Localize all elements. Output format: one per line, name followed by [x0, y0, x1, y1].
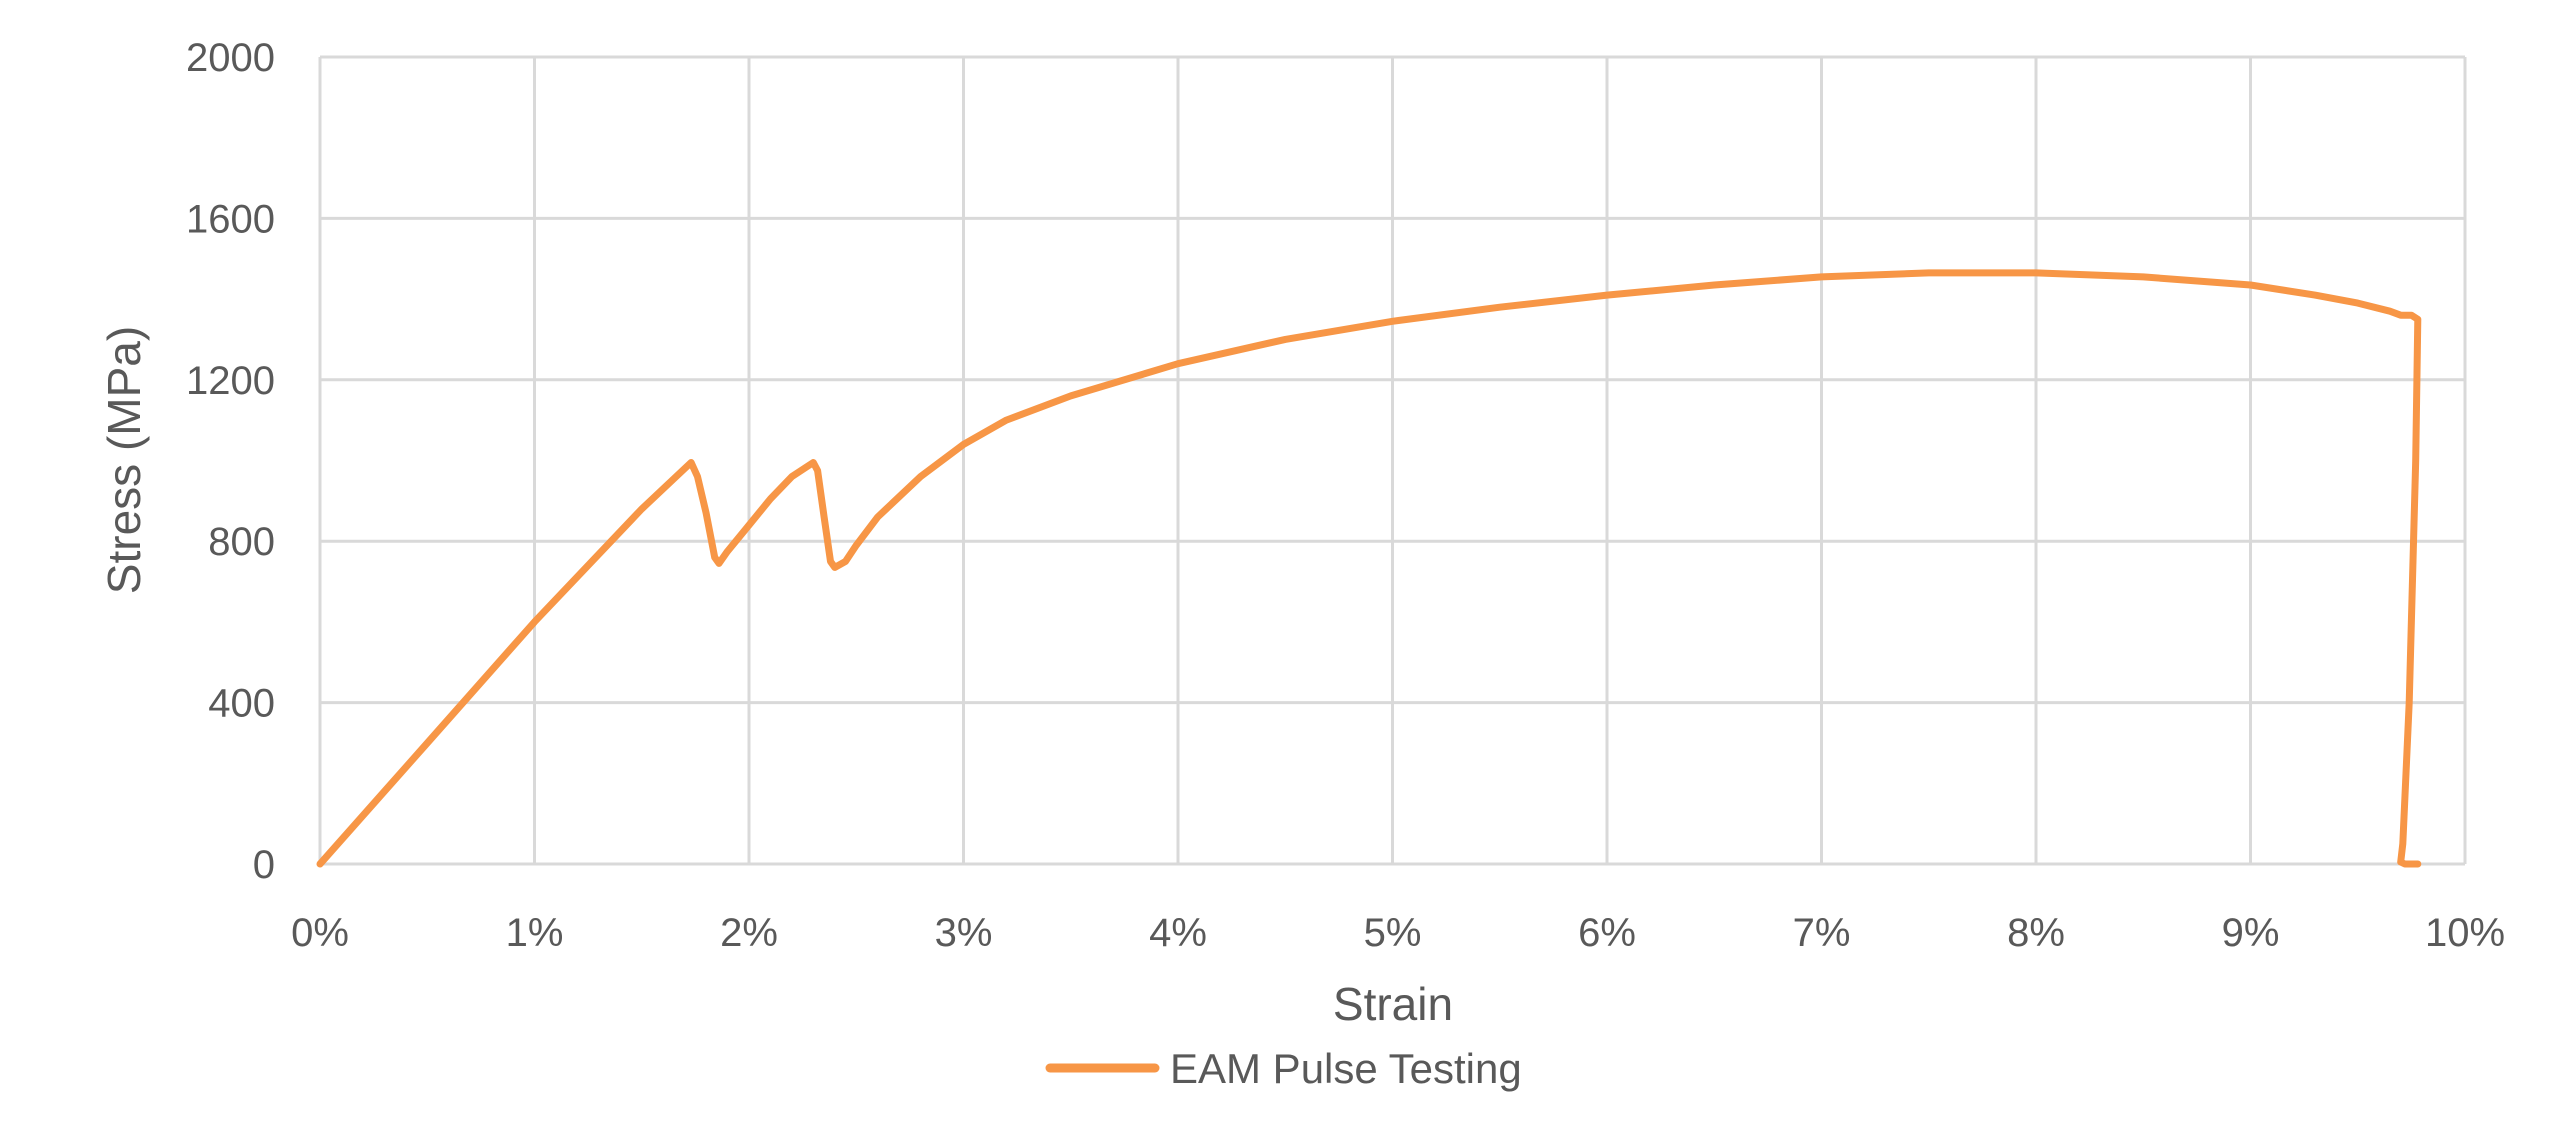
y-axis-title: Stress (MPa)	[98, 326, 150, 594]
legend-label: EAM Pulse Testing	[1170, 1045, 1522, 1092]
grid	[320, 55, 2467, 864]
x-tick-label: 2%	[720, 911, 778, 955]
x-tick-label: 8%	[2007, 911, 2065, 955]
series-layer	[316, 269, 2422, 868]
y-tick-labels: 0 400 800 1200 1600 2000	[186, 36, 275, 887]
y-tick-label: 800	[208, 520, 275, 564]
x-tick-label: 3%	[935, 911, 993, 955]
y-tick-label: 400	[208, 682, 275, 726]
x-tick-label: 5%	[1364, 911, 1422, 955]
legend: EAM Pulse Testing	[1045, 1045, 1522, 1092]
x-tick-label: 9%	[2222, 911, 2280, 955]
y-tick-label: 1600	[186, 197, 275, 241]
x-tick-label: 1%	[506, 911, 564, 955]
x-tick-label: 0%	[291, 911, 349, 955]
x-tick-label: 10%	[2425, 911, 2505, 955]
x-tick-labels: 0% 1% 2% 3% 4% 5% 6% 7% 8% 9% 10%	[291, 911, 2505, 955]
y-tick-label: 2000	[186, 36, 275, 80]
x-tick-label: 6%	[1578, 911, 1636, 955]
x-tick-label: 4%	[1149, 911, 1207, 955]
axes	[318, 57, 2465, 866]
y-tick-label: 0	[253, 843, 275, 887]
y-tick-label: 1200	[186, 359, 275, 403]
x-tick-label: 7%	[1793, 911, 1851, 955]
series-line	[316, 269, 2422, 868]
x-axis-title: Strain	[1333, 978, 1453, 1030]
